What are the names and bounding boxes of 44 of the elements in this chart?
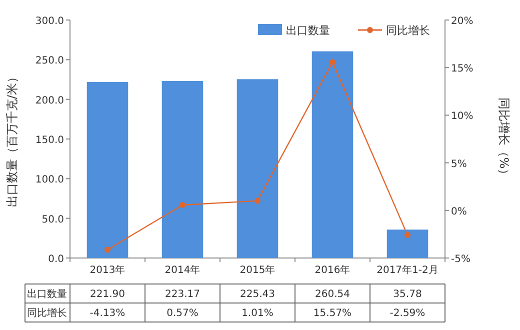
- y2-axis-title: 同比增长（%）: [497, 97, 511, 181]
- text: 225.43: [240, 289, 275, 300]
- bar: [312, 51, 354, 258]
- y2-tick-label: -5%: [451, 254, 470, 265]
- bar: [236, 79, 278, 258]
- text: 260.54: [315, 289, 350, 300]
- bar: [86, 82, 128, 258]
- point: [254, 198, 260, 204]
- text: 221.90: [90, 289, 125, 300]
- text: 1.01%: [242, 308, 274, 319]
- y2-tick-label: 0%: [451, 206, 467, 218]
- text: -2.59%: [390, 308, 426, 319]
- text: 15.57%: [313, 308, 352, 319]
- x-tick-label: 2017年1-2月: [376, 264, 438, 276]
- text: 223.17: [165, 289, 200, 300]
- x-tick-label: 2015年: [240, 264, 276, 276]
- x-tick-label: 2016年: [314, 264, 350, 276]
- y2-tick-label: 5%: [451, 158, 467, 170]
- legend-label: 同比增长: [386, 24, 430, 37]
- bar: [162, 80, 204, 258]
- text: 35.78: [393, 289, 422, 300]
- y2-tick-label: 10%: [451, 111, 474, 122]
- x-tick-label: 2013年: [90, 264, 126, 276]
- y-tick-label: 100.0: [35, 174, 64, 186]
- text: -4.13%: [90, 308, 126, 319]
- y-tick-label: 250.0: [35, 56, 64, 67]
- x-tick-label: 2014年: [164, 264, 200, 276]
- y-tick-label: 150.0: [35, 135, 64, 146]
- y-tick-label: 50.0: [42, 214, 64, 226]
- y2-tick-label: 20%: [451, 16, 474, 27]
- text: 出口数量: [27, 289, 67, 300]
- point: [330, 59, 336, 66]
- point: [104, 246, 110, 253]
- bar: [386, 230, 428, 258]
- point: [180, 202, 186, 208]
- text: 同比增长: [27, 308, 67, 319]
- y-tick-label: 300.0: [35, 16, 64, 27]
- text: 0.57%: [166, 308, 198, 319]
- y-tick-label: 0.0: [48, 254, 64, 265]
- y-tick-label: 200.0: [35, 95, 64, 106]
- y-axis-title: 出口数量（百万千克/米）: [5, 70, 19, 208]
- y2-tick-label: 15%: [451, 64, 474, 75]
- legend-label: 出口数量: [286, 24, 330, 37]
- point: [404, 232, 410, 238]
